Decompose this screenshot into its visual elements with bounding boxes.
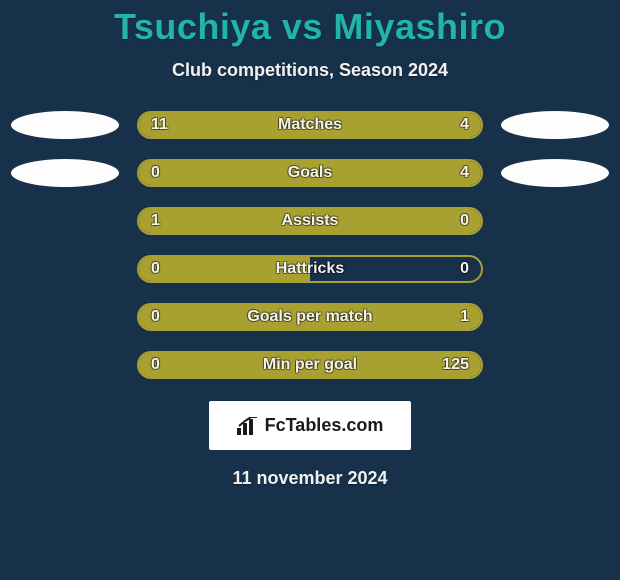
stat-row: 0Hattricks0	[0, 255, 620, 283]
avatar-spacer	[11, 255, 119, 283]
avatar-spacer	[11, 303, 119, 331]
stat-bar: 0Min per goal125	[137, 351, 483, 379]
stat-value-right: 4	[460, 161, 469, 185]
stat-bar: 0Goals per match1	[137, 303, 483, 331]
stat-label: Goals per match	[139, 305, 481, 329]
stat-value-right: 1	[460, 305, 469, 329]
date: 11 november 2024	[232, 468, 387, 489]
page-subtitle: Club competitions, Season 2024	[172, 60, 448, 81]
bars-icon	[237, 417, 259, 435]
stat-value-right: 125	[442, 353, 469, 377]
player-avatar-right	[501, 111, 609, 139]
player-avatar-right	[501, 159, 609, 187]
player-avatar-left	[11, 111, 119, 139]
comparison-card: Tsuchiya vs Miyashiro Club competitions,…	[0, 0, 620, 580]
avatar-spacer	[501, 207, 609, 235]
avatar-spacer	[501, 351, 609, 379]
stat-row: 0Min per goal125	[0, 351, 620, 379]
stat-row: 0Goals per match1	[0, 303, 620, 331]
stat-bar: 0Hattricks0	[137, 255, 483, 283]
footer-logo-text: FcTables.com	[265, 415, 384, 436]
stat-label: Hattricks	[139, 257, 481, 281]
stat-label: Matches	[139, 113, 481, 137]
player-avatar-left	[11, 159, 119, 187]
stat-label: Goals	[139, 161, 481, 185]
stat-value-right: 0	[460, 209, 469, 233]
stat-row: 11Matches4	[0, 111, 620, 139]
avatar-spacer	[501, 255, 609, 283]
stat-value-right: 0	[460, 257, 469, 281]
footer-logo: FcTables.com	[209, 401, 412, 450]
stat-row: 0Goals4	[0, 159, 620, 187]
page-title: Tsuchiya vs Miyashiro	[114, 6, 506, 48]
stat-value-right: 4	[460, 113, 469, 137]
stat-label: Min per goal	[139, 353, 481, 377]
stat-bar: 1Assists0	[137, 207, 483, 235]
avatar-spacer	[501, 303, 609, 331]
stat-bar: 11Matches4	[137, 111, 483, 139]
stat-bar: 0Goals4	[137, 159, 483, 187]
stat-label: Assists	[139, 209, 481, 233]
avatar-spacer	[11, 351, 119, 379]
stat-rows: 11Matches40Goals41Assists00Hattricks00Go…	[0, 111, 620, 379]
stat-row: 1Assists0	[0, 207, 620, 235]
avatar-spacer	[11, 207, 119, 235]
